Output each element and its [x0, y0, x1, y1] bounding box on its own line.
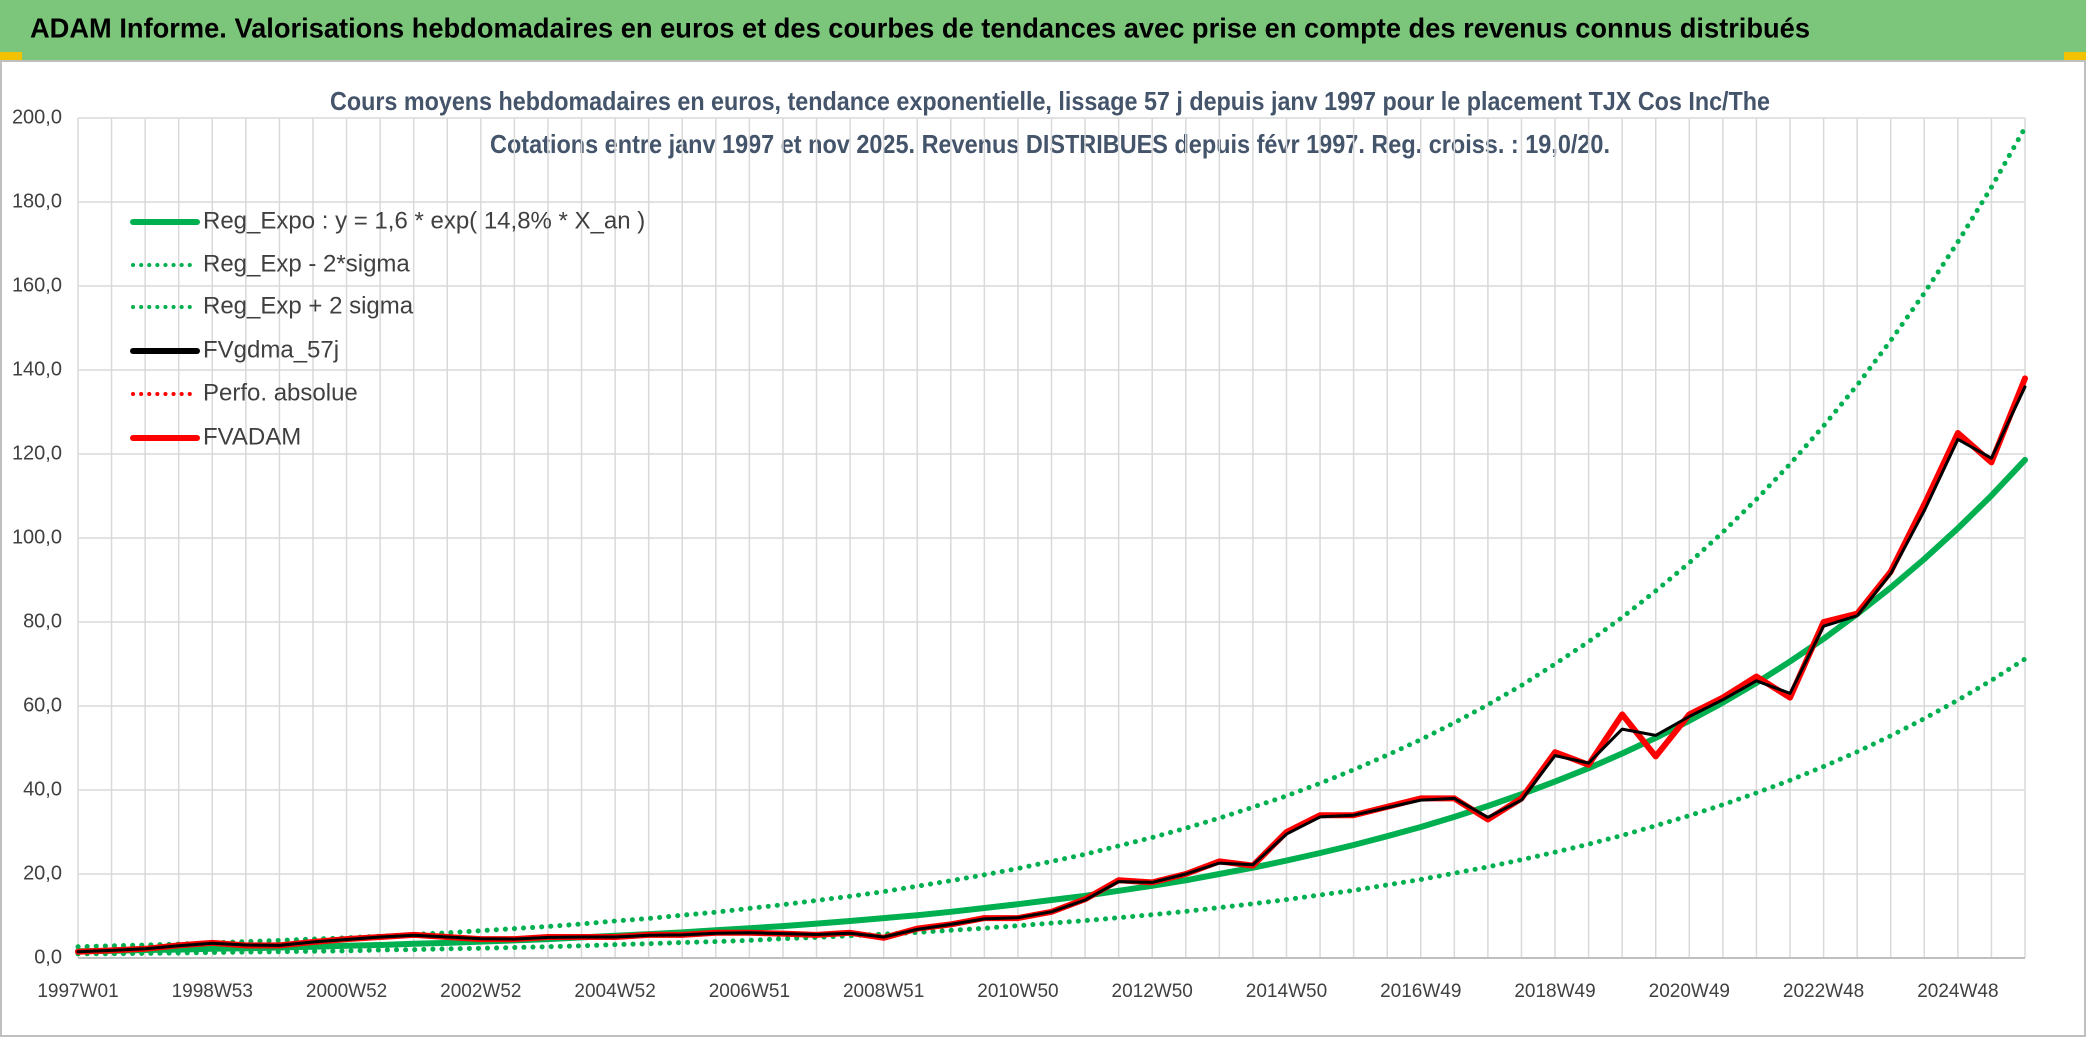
x-tick-label: 2018W49	[1514, 981, 1595, 1002]
series-line	[76, 385, 2027, 954]
legend-label: Perfo. absolue	[203, 379, 358, 406]
x-tick-label: 2004W52	[574, 981, 655, 1002]
legend-label: FVgdma_57j	[203, 336, 339, 363]
legend-label: Reg_Expo : y = 1,6 * exp( 14,8% * X_an )	[203, 207, 645, 234]
axes: 0,0 20,0 40,0 60,0 80,0 100,0 120,0 140,0 160,0 1…	[12, 106, 2025, 1002]
legend-label: FVADAM	[203, 423, 301, 450]
x-tick-label: 1997W01	[37, 981, 118, 1002]
x-tick-label: 2022W48	[1783, 981, 1864, 1002]
x-tick-label: 2014W50	[1246, 981, 1327, 1002]
page-title: ADAM Informe. Valorisations hebdomadaire…	[30, 12, 1810, 43]
x-tick-label: 2016W49	[1380, 981, 1461, 1002]
y-tick-label: 80,0	[23, 610, 62, 632]
corner-mark	[0, 52, 22, 60]
plot	[75, 125, 2028, 957]
y-tick-label: 100,0	[12, 526, 62, 548]
x-tick-label: 2000W52	[306, 981, 387, 1002]
chart-title: Cours moyens hebdomadaires en euros, ten…	[330, 86, 1770, 116]
x-tick-label: 2002W52	[440, 981, 521, 1002]
corner-mark	[2064, 52, 2086, 60]
legend: Reg_Expo : y = 1,6 * exp( 14,8% * X_an )…	[130, 207, 645, 450]
y-tick-label: 140,0	[12, 358, 62, 380]
y-tick-label: 40,0	[23, 778, 62, 800]
y-tick-label: 60,0	[23, 694, 62, 716]
y-tick-label: 120,0	[12, 442, 62, 464]
legend-label: Reg_Exp - 2*sigma	[203, 250, 410, 277]
y-tick-label: 180,0	[12, 190, 62, 212]
x-tick-label: 2012W50	[1112, 981, 1193, 1002]
legend-label: Reg_Exp + 2 sigma	[203, 292, 414, 319]
x-tick-label: 1998W53	[172, 981, 253, 1002]
series-line	[75, 456, 2028, 955]
x-tick-label: 2024W48	[1917, 981, 1998, 1002]
y-tick-label: 200,0	[12, 106, 62, 128]
x-tick-label: 2008W51	[843, 981, 924, 1002]
chart-subtitle: Cotations entre janv 1997 et nov 2025. R…	[490, 129, 1610, 159]
x-tick-label: 2020W49	[1649, 981, 1730, 1002]
title-bar	[0, 0, 2086, 60]
y-tick-label: 0,0	[34, 946, 62, 968]
series-line	[75, 656, 2028, 957]
x-tick-label: 2010W50	[977, 981, 1058, 1002]
y-tick-label: 20,0	[23, 862, 62, 884]
y-tick-label: 160,0	[12, 274, 62, 296]
x-tick-label: 2006W51	[709, 981, 790, 1002]
